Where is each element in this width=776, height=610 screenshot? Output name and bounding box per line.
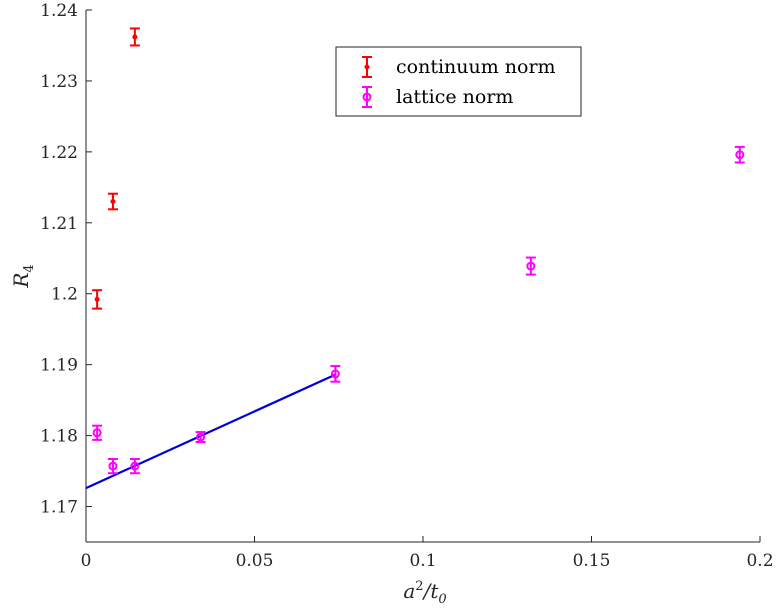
legend-label-continuum-norm: continuum norm — [396, 56, 556, 78]
lattice-norm-point — [92, 424, 103, 441]
legend-item-lattice-norm: lattice norm — [362, 86, 513, 108]
y-tick-label: 1.24 — [40, 1, 78, 21]
legend-item-continuum-norm: continuum norm — [362, 56, 556, 78]
lattice-norm-point — [330, 365, 341, 383]
y-axis-label: R4 — [9, 264, 37, 288]
data-points — [92, 27, 745, 475]
x-tick-label: 0 — [81, 551, 92, 571]
y-tick-label: 1.22 — [40, 143, 78, 163]
continuum-norm-point — [107, 192, 118, 211]
x-tick-label: 0.2 — [746, 551, 773, 571]
continuum-norm-point — [92, 289, 103, 310]
x-axis-label: a2/t0 — [403, 579, 446, 607]
y-ticks: 1.17 1.18 1.19 1.2 1.21 1.22 1.23 1.24 — [40, 1, 92, 518]
y-tick-label: 1.17 — [40, 498, 78, 518]
x-ticks: 0 0.05 0.1 0.15 0.2 — [81, 536, 774, 571]
continuum-norm-point — [129, 27, 140, 47]
y-tick-label: 1.18 — [40, 427, 78, 447]
legend-marker-glyph — [362, 86, 372, 108]
lattice-norm-point — [107, 458, 118, 475]
legend-box — [335, 46, 582, 117]
lattice-norm-point — [525, 256, 536, 276]
x-tick-label: 0.05 — [236, 551, 274, 571]
legend-label-lattice-norm: lattice norm — [396, 86, 513, 108]
y-tick-label: 1.2 — [51, 285, 78, 305]
legend-marker-continuum-norm — [362, 56, 372, 78]
fit-line — [85, 373, 336, 490]
lattice-norm-point — [195, 431, 206, 443]
lattice-norm-point — [129, 458, 140, 475]
legend: continuum norm lattice norm — [335, 46, 582, 117]
legend-marker-glyph — [362, 56, 372, 78]
y-tick-label: 1.21 — [40, 214, 78, 234]
legend-marker-lattice-norm — [362, 86, 372, 108]
y-tick-label: 1.23 — [40, 72, 78, 92]
x-tick-label: 0.15 — [573, 551, 611, 571]
y-tick-label: 1.19 — [40, 356, 78, 376]
fit-line-group — [85, 373, 336, 490]
x-tick-label: 0.1 — [409, 551, 436, 571]
lattice-norm-point — [734, 145, 745, 164]
